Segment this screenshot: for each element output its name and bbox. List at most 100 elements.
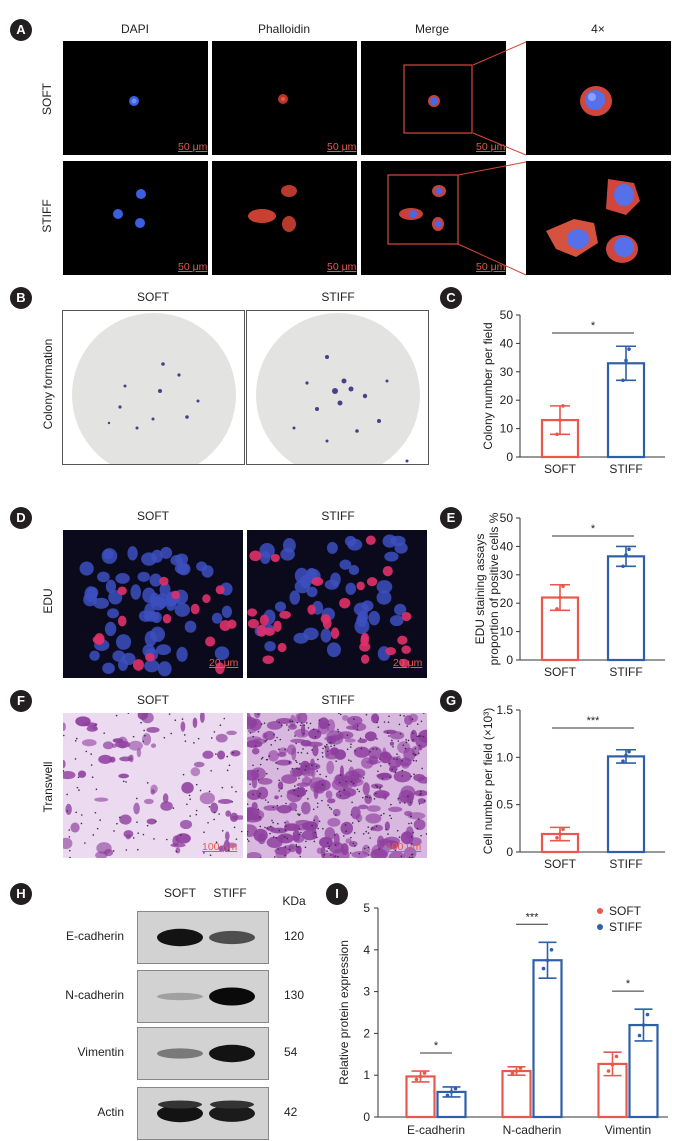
transwell-cell bbox=[278, 747, 288, 754]
x-tick-label: SOFT bbox=[544, 665, 577, 679]
transwell-pore bbox=[380, 814, 382, 817]
transwell-pore bbox=[353, 832, 356, 834]
transwell-pore bbox=[213, 811, 216, 814]
transwell-pore bbox=[221, 786, 224, 789]
transwell-pore bbox=[299, 855, 302, 858]
transwell-cell bbox=[119, 814, 132, 825]
transwell-pore bbox=[247, 833, 248, 836]
transwell-pore bbox=[316, 836, 318, 839]
transwell-cell bbox=[266, 720, 283, 730]
transwell-pore bbox=[295, 742, 297, 745]
transwell-pore bbox=[284, 829, 287, 831]
transwell-pore bbox=[412, 739, 414, 741]
edu-red-nucleus bbox=[311, 577, 324, 586]
transwell-cell bbox=[257, 832, 266, 845]
transwell-pore bbox=[210, 769, 212, 772]
transwell-pore bbox=[416, 827, 419, 830]
panel-label-h: H bbox=[10, 883, 32, 905]
scale-bar-edu-stiff: 20 μm bbox=[393, 657, 423, 669]
transwell-pore bbox=[313, 819, 315, 822]
transwell-pore bbox=[411, 856, 414, 858]
transwell-cell bbox=[335, 789, 351, 800]
blot-band bbox=[209, 987, 255, 1006]
blot-kda-label: 120 bbox=[284, 929, 305, 943]
transwell-cell bbox=[127, 754, 133, 762]
edu-red-nucleus bbox=[247, 608, 258, 617]
transwell-pore bbox=[339, 794, 342, 797]
transwell-cell bbox=[249, 809, 265, 821]
edu-blue-nucleus bbox=[176, 646, 188, 662]
transwell-pore bbox=[418, 744, 421, 747]
transwell-pore bbox=[166, 838, 168, 841]
transwell-pore bbox=[258, 795, 260, 797]
y-tick-label: 50 bbox=[500, 308, 514, 322]
transwell-pore bbox=[260, 723, 263, 725]
transwell-pore bbox=[137, 832, 140, 834]
transwell-cell bbox=[133, 802, 140, 815]
transwell-pore bbox=[223, 717, 226, 720]
edu-red-nucleus bbox=[249, 550, 262, 562]
transwell-pore bbox=[300, 751, 303, 754]
merge-stiff-cells bbox=[387, 174, 459, 245]
transwell-pore bbox=[327, 847, 330, 850]
transwell-pore bbox=[390, 803, 392, 806]
transwell-cell bbox=[295, 846, 301, 854]
transwell-pore bbox=[264, 799, 267, 801]
transwell-cell bbox=[410, 729, 418, 743]
edu-red-nucleus bbox=[159, 576, 169, 586]
edu-red-nucleus bbox=[264, 627, 275, 636]
transwell-pore bbox=[337, 855, 339, 858]
transwell-pore bbox=[235, 838, 238, 840]
transwell-pore bbox=[414, 753, 417, 756]
data-point bbox=[514, 1069, 519, 1073]
bar bbox=[606, 555, 646, 662]
transwell-cell bbox=[357, 738, 368, 744]
transwell-pore bbox=[396, 758, 398, 761]
transwell-pore bbox=[325, 775, 328, 778]
transwell-cell bbox=[215, 733, 228, 743]
column-label-soft-b: SOFT bbox=[137, 290, 169, 304]
transwell-pore bbox=[136, 821, 138, 824]
zoom-soft-cells bbox=[580, 86, 612, 116]
edu-red-nucleus bbox=[171, 590, 180, 600]
transwell-pore bbox=[259, 857, 262, 858]
data-point bbox=[614, 1054, 619, 1059]
data-point bbox=[621, 564, 625, 569]
significance-marker: * bbox=[591, 523, 596, 535]
transwell-cell bbox=[387, 756, 402, 769]
transwell-pore bbox=[259, 816, 261, 818]
transwell-pore bbox=[264, 740, 267, 742]
transwell-pore bbox=[182, 773, 185, 776]
transwell-pore bbox=[119, 816, 121, 819]
transwell-pore bbox=[197, 737, 200, 740]
y-tick-label: 5 bbox=[363, 901, 370, 915]
transwell-pore bbox=[338, 713, 340, 715]
transwell-cell bbox=[295, 713, 301, 724]
transwell-pore bbox=[327, 804, 329, 806]
edu-red-nucleus bbox=[145, 653, 155, 662]
transwell-pore bbox=[277, 822, 279, 825]
transwell-pore bbox=[321, 751, 324, 754]
edu-blue-nucleus bbox=[282, 537, 296, 553]
transwell-pore bbox=[425, 833, 427, 835]
transwell-cell bbox=[247, 740, 263, 748]
x-tick-label: STIFF bbox=[609, 665, 642, 679]
transwell-pore bbox=[281, 724, 283, 726]
transwell-pore bbox=[140, 721, 142, 724]
transwell-pore bbox=[318, 820, 321, 823]
transwell-cell bbox=[313, 786, 319, 799]
blot-band bbox=[209, 1105, 255, 1122]
transwell-pore bbox=[294, 735, 296, 737]
transwell-pore bbox=[379, 788, 381, 790]
row-label-edu: EDU bbox=[41, 588, 55, 614]
colony-plate-soft-dish bbox=[72, 313, 236, 464]
transwell-pore bbox=[329, 741, 332, 744]
transwell-pore bbox=[389, 776, 391, 778]
edu-blue-nucleus bbox=[259, 543, 275, 559]
data-point bbox=[518, 1066, 523, 1070]
transwell-pore bbox=[410, 815, 412, 818]
transwell-pore bbox=[295, 767, 298, 770]
edu-blue-nucleus bbox=[105, 579, 117, 594]
transwell-soft-image bbox=[63, 713, 243, 858]
transwell-pore bbox=[372, 748, 374, 750]
